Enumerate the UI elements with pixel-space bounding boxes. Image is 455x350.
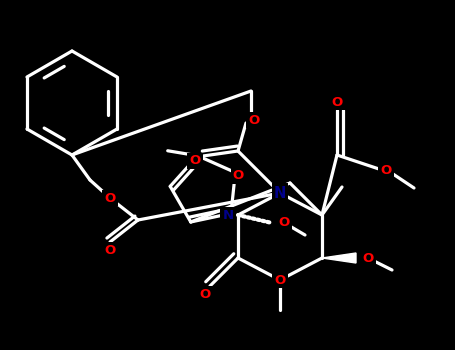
Text: O: O — [104, 191, 116, 204]
Text: O: O — [189, 154, 201, 168]
Text: N: N — [222, 209, 233, 222]
Text: O: O — [274, 273, 286, 287]
Text: O: O — [104, 244, 116, 257]
Text: N: N — [274, 186, 286, 201]
Text: O: O — [199, 287, 211, 301]
Text: O: O — [248, 113, 260, 126]
Text: O: O — [380, 163, 392, 176]
Text: O: O — [362, 252, 374, 265]
Text: O: O — [331, 96, 343, 108]
Text: O: O — [233, 169, 244, 182]
Polygon shape — [322, 253, 356, 263]
Text: O: O — [278, 217, 290, 230]
